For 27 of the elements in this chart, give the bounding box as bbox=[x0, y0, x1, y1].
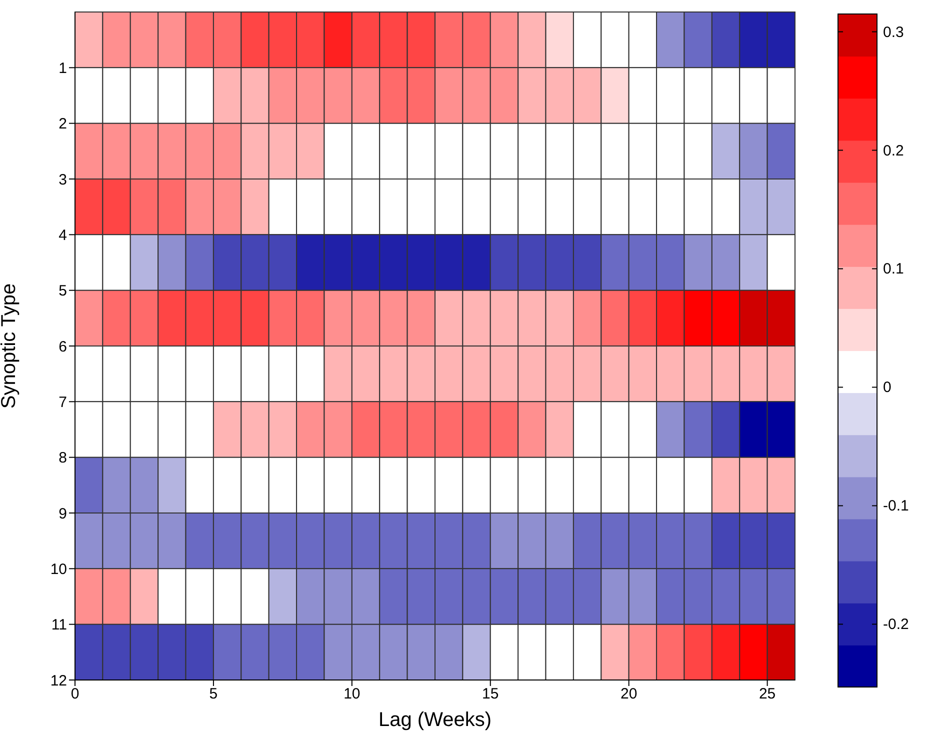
y-tick-label: 8 bbox=[58, 450, 67, 467]
y-tick-label: 9 bbox=[58, 505, 67, 522]
y-tick-label: 2 bbox=[58, 116, 67, 133]
color-bar-label: 0.1 bbox=[883, 260, 904, 278]
y-tick-label: 3 bbox=[58, 171, 67, 188]
x-tick-label: 5 bbox=[209, 686, 218, 703]
x-tick-label: 20 bbox=[620, 686, 638, 703]
y-axis-title: Synoptic Type bbox=[0, 283, 20, 409]
x-axis-title: Lag (Weeks) bbox=[378, 709, 492, 731]
color-bar-label: -0.2 bbox=[883, 616, 909, 634]
color-bar-label: 0.2 bbox=[883, 142, 904, 160]
color-bar-label: 0 bbox=[883, 379, 892, 396]
colorbar: -0.2 -0.1 0 0.1 0.2 0.3 bbox=[836, 0, 941, 734]
x-tick-label: 10 bbox=[344, 686, 360, 703]
y-tick-label: 6 bbox=[58, 338, 67, 356]
color-bar-label: 0.3 bbox=[883, 24, 904, 41]
y-tick-label: 4 bbox=[58, 226, 67, 244]
y-tick-label: 12 bbox=[50, 672, 67, 690]
x-tick-label: 0 bbox=[70, 686, 80, 703]
y-tick-label: 1 bbox=[58, 60, 67, 77]
y-tick-label: 11 bbox=[51, 616, 67, 634]
y-tick-label: 10 bbox=[50, 560, 67, 578]
y-tick-label: 7 bbox=[58, 394, 67, 411]
x-tick-label: 15 bbox=[482, 686, 499, 703]
y-tick-label: 5 bbox=[58, 282, 67, 300]
x-tick-label: 25 bbox=[758, 686, 776, 703]
color-bar-label: -0.1 bbox=[883, 498, 909, 515]
